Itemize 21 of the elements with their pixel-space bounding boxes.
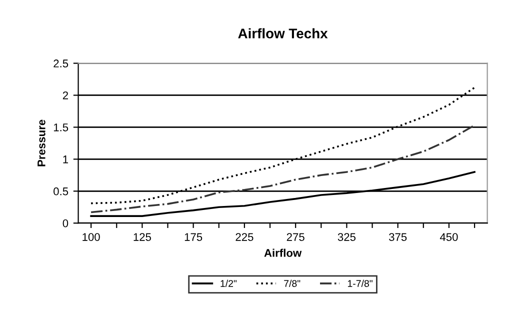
x-axis-title: Airflow bbox=[264, 248, 302, 257]
legend-label: 1/2" bbox=[220, 280, 237, 287]
y-tick-label: 1 bbox=[63, 156, 68, 164]
x-tick-label: 375 bbox=[389, 233, 407, 241]
y-tick-label: 2 bbox=[62, 92, 68, 100]
chart-title: Airflow Techx bbox=[238, 28, 328, 38]
line-series bbox=[90, 124, 476, 214]
x-tick-label: 125 bbox=[134, 233, 151, 241]
y-tick-label: 0.5 bbox=[54, 187, 68, 196]
y-tick-label: 0 bbox=[62, 219, 68, 228]
x-tick-label: 325 bbox=[338, 233, 356, 241]
x-tick-label: 100 bbox=[82, 233, 100, 241]
y-tick-label: 1.5 bbox=[54, 124, 68, 132]
x-tick-label: 175 bbox=[184, 233, 202, 241]
y-axis-title: Pressure bbox=[38, 120, 46, 166]
x-tick-label: 450 bbox=[440, 233, 458, 241]
legend-label: 1-7/8" bbox=[348, 280, 372, 287]
x-tick-label: 225 bbox=[236, 233, 254, 241]
x-tick-label: 275 bbox=[286, 233, 304, 241]
y-tick-label: 2.5 bbox=[54, 60, 68, 68]
legend-label: 7/8" bbox=[284, 280, 300, 287]
